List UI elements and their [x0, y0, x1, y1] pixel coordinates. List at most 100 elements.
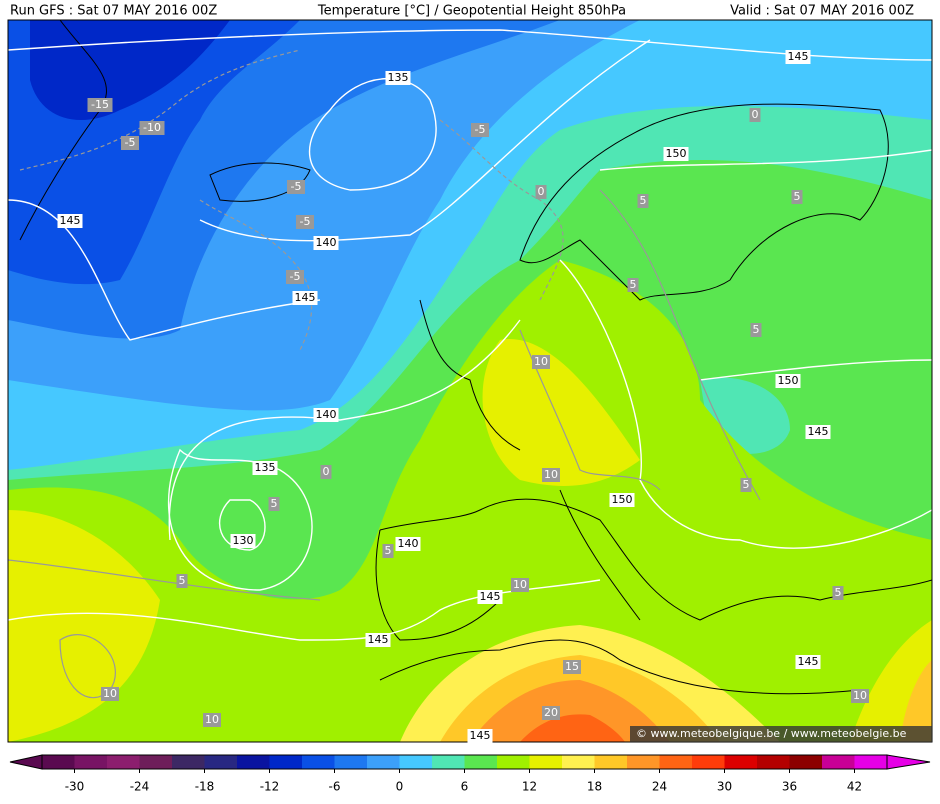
height-label-bg — [385, 71, 411, 85]
height-label: 145 — [798, 655, 819, 668]
map-title: Temperature [°C] / Geopotential Height 8… — [317, 4, 626, 19]
temperature-label-bg — [851, 689, 869, 703]
temperature-label-bg — [296, 215, 314, 229]
temperature-label: -10 — [143, 121, 161, 134]
colorbar-segment — [757, 755, 790, 769]
height-label-bg — [395, 537, 421, 551]
height-label: 150 — [778, 374, 799, 387]
colorbar-tick-label: 6 — [461, 780, 469, 794]
height-label: 140 — [316, 236, 337, 249]
temperature-label: 5 — [794, 190, 801, 203]
height-label: 140 — [398, 537, 419, 550]
temperature-label-bg — [511, 578, 529, 592]
temperature-label-bg — [791, 190, 803, 204]
colorbar-tick-label: -24 — [130, 780, 150, 794]
colorbar-tick-label: -30 — [65, 780, 85, 794]
temperature-label-bg — [287, 180, 305, 194]
temperature-label-bg — [176, 574, 188, 588]
height-label-bg — [57, 214, 83, 228]
colorbar-segment — [302, 755, 335, 769]
colorbar-segment — [659, 755, 693, 769]
colorbar-segment — [562, 755, 595, 769]
temperature-label: -15 — [91, 98, 109, 111]
height-label-bg — [292, 291, 318, 305]
colorbar-tick-label: 24 — [652, 780, 667, 794]
colorbar-tick-label: -6 — [329, 780, 341, 794]
height-label: 135 — [255, 461, 276, 474]
colorbar-segment — [854, 755, 888, 769]
height-label-bg — [252, 461, 278, 475]
temperature-label-bg — [286, 270, 304, 284]
colorbar-tick-label: 0 — [396, 780, 404, 794]
temperature-label-bg — [101, 687, 119, 701]
temperature-label-bg — [471, 123, 489, 137]
colorbar-segment — [789, 755, 823, 769]
colorbar-segment — [529, 755, 563, 769]
temperature-label: -5 — [291, 180, 302, 193]
colorbar-segment — [432, 755, 465, 769]
height-label-bg — [609, 493, 635, 507]
height-label-bg — [785, 50, 811, 64]
temperature-label: 5 — [179, 574, 186, 587]
temperature-label-bg — [121, 136, 139, 150]
temperature-label-bg — [832, 586, 844, 600]
colorbar-segment — [692, 755, 725, 769]
height-label-bg — [795, 655, 821, 669]
temperature-label: 5 — [835, 586, 842, 599]
temperature-label: 15 — [565, 660, 579, 673]
temperature-label: 10 — [534, 355, 548, 368]
temperature-label-bg — [139, 121, 165, 135]
colorbar-segment — [399, 755, 433, 769]
watermark: © www.meteobelgique.be / www.meteobelgie… — [636, 727, 907, 740]
colorbar-segment — [74, 755, 108, 769]
height-label: 145 — [788, 50, 809, 63]
height-label-bg — [230, 534, 256, 548]
colorbar-arrow-low — [9, 754, 43, 770]
temperature-label-bg — [627, 278, 639, 292]
temperature-label: 5 — [271, 497, 278, 510]
height-label-bg — [365, 633, 391, 647]
colorbar-segment — [497, 755, 530, 769]
height-label-bg — [313, 236, 339, 250]
temperature-label: -5 — [300, 215, 311, 228]
colorbar-segment — [464, 755, 498, 769]
height-label: 145 — [470, 729, 491, 742]
height-label: 150 — [666, 147, 687, 160]
temperature-label-bg — [532, 355, 550, 369]
temperature-label-bg — [542, 706, 560, 720]
temperature-label-bg — [268, 497, 280, 511]
height-label-bg — [775, 374, 801, 388]
colorbar-tick-label: 42 — [847, 780, 862, 794]
temperature-label-bg — [563, 660, 581, 674]
map — [8, 20, 932, 742]
temperature-label: 5 — [753, 323, 760, 336]
colorbar-segment — [107, 755, 140, 769]
run-info: Run GFS : Sat 07 MAY 2016 00Z — [10, 4, 217, 19]
temperature-label: 10 — [544, 468, 558, 481]
colorbar-tick-label: 18 — [587, 780, 602, 794]
temperature-label-bg — [749, 108, 761, 122]
temperature-label: 5 — [630, 278, 637, 291]
colorbar-segment — [269, 755, 303, 769]
temperature-label: 5 — [743, 478, 750, 491]
temperature-label-bg — [637, 194, 649, 208]
colorbar-arrow-high — [886, 754, 931, 770]
temperature-label: -5 — [125, 136, 136, 149]
temperature-label-bg — [382, 544, 394, 558]
height-label: 145 — [808, 425, 829, 438]
temperature-label: 5 — [640, 194, 647, 207]
temperature-label-bg — [203, 713, 221, 727]
temperature-label: 10 — [103, 687, 117, 700]
watermark-box — [630, 726, 932, 742]
colorbar-segment — [42, 755, 75, 769]
temperature-label: 10 — [205, 713, 219, 726]
height-label: 135 — [388, 71, 409, 84]
temperature-label-bg — [320, 465, 332, 479]
height-label-bg — [477, 590, 503, 604]
temperature-label: 5 — [385, 544, 392, 557]
height-label: 150 — [612, 493, 633, 506]
colorbar-segment — [172, 755, 205, 769]
height-label-bg — [663, 147, 689, 161]
colorbar-segment — [724, 755, 758, 769]
colorbar-segment — [594, 755, 628, 769]
